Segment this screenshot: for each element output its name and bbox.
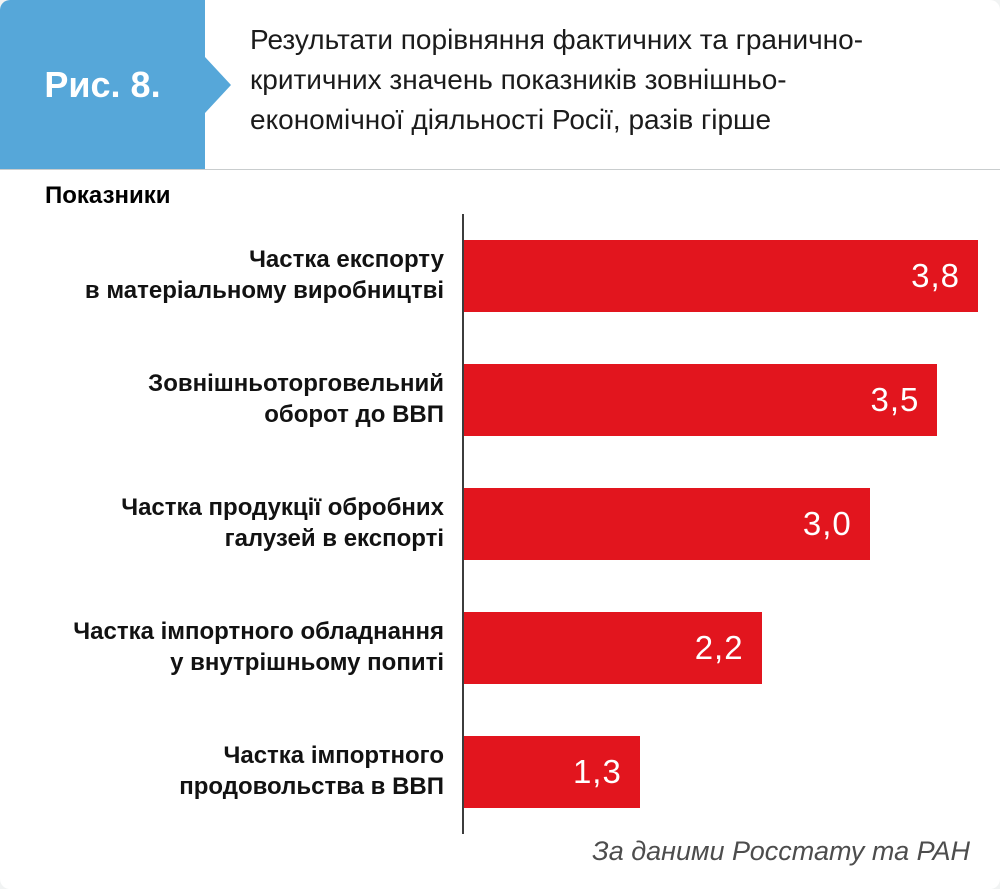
bar-value-label: 3,0 — [802, 505, 852, 542]
bar-value-label: 3,5 — [870, 381, 920, 418]
category-label-line: Частка продукції обробних — [121, 494, 444, 522]
category-label-line: оборот до ВВП — [264, 401, 444, 428]
category-label: Частка експорту в матеріальному виробниц… — [0, 245, 462, 306]
bar: 3,8 — [464, 240, 978, 312]
figure-title-line: критичних значень показників зовнішньо- — [250, 63, 787, 95]
category-label: Частка імпортного продовольства в ВВП — [0, 741, 462, 802]
category-label-line: галузей в експорті — [224, 525, 444, 552]
figure-number-label: Рис. 8. — [44, 63, 161, 105]
figure-title: Результати порівняння фактичних та грани… — [205, 0, 878, 169]
figure-header: Рис. 8. Результати порівняння фактичних … — [0, 0, 1000, 170]
bar-row: Частка продукції обробних галузей в експ… — [0, 462, 1000, 586]
bar: 3,0 — [464, 488, 870, 560]
bar-row: Частка імпортного обладнання у внутрішнь… — [0, 586, 1000, 710]
category-label-line: продовольства в ВВП — [179, 773, 444, 800]
figure-number-badge: Рис. 8. — [0, 0, 231, 169]
bar-row: Зовнішньоторговельний оборот до ВВП 3,5 — [0, 338, 1000, 462]
category-label: Частка продукції обробних галузей в експ… — [0, 493, 462, 554]
category-label: Частка імпортного обладнання у внутрішнь… — [0, 617, 462, 678]
category-label-line: в матеріальному виробництві — [84, 277, 444, 304]
figure-title-line: економічної діяльності Росії, разів гірш… — [250, 103, 772, 135]
bar-chart: Частка експорту в матеріальному виробниц… — [0, 214, 1000, 834]
axis-header-label: Показники — [45, 182, 171, 209]
bar-value-label: 2,2 — [694, 629, 744, 666]
bar-value-label: 1,3 — [572, 753, 622, 790]
figure-title-line: Результати порівняння фактичних та грани… — [250, 24, 864, 55]
source-note: За даними Росстату та РАН — [592, 836, 970, 866]
bar: 2,2 — [464, 612, 762, 684]
bar: 3,5 — [464, 364, 938, 436]
category-label-line: Частка експорту — [249, 246, 444, 274]
category-label-line: у внутрішньому попиті — [170, 649, 444, 676]
category-label: Зовнішньоторговельний оборот до ВВП — [0, 369, 462, 430]
category-label-line: Зовнішньоторговельний — [148, 370, 444, 398]
plot-area: 3,8 — [462, 214, 1000, 338]
bar-row: Частка експорту в матеріальному виробниц… — [0, 214, 1000, 338]
bar-value-label: 3,8 — [911, 257, 960, 294]
plot-area: 3,5 — [462, 338, 1000, 462]
plot-area: 1,3 — [462, 710, 1000, 834]
category-label-line: Частка імпортного обладнання — [73, 618, 444, 646]
bar-row: Частка імпортного продовольства в ВВП 1,… — [0, 710, 1000, 834]
plot-area: 2,2 — [462, 586, 1000, 710]
plot-area: 3,0 — [462, 462, 1000, 586]
bar: 1,3 — [464, 736, 640, 808]
category-label-line: Частка імпортного — [223, 742, 444, 770]
